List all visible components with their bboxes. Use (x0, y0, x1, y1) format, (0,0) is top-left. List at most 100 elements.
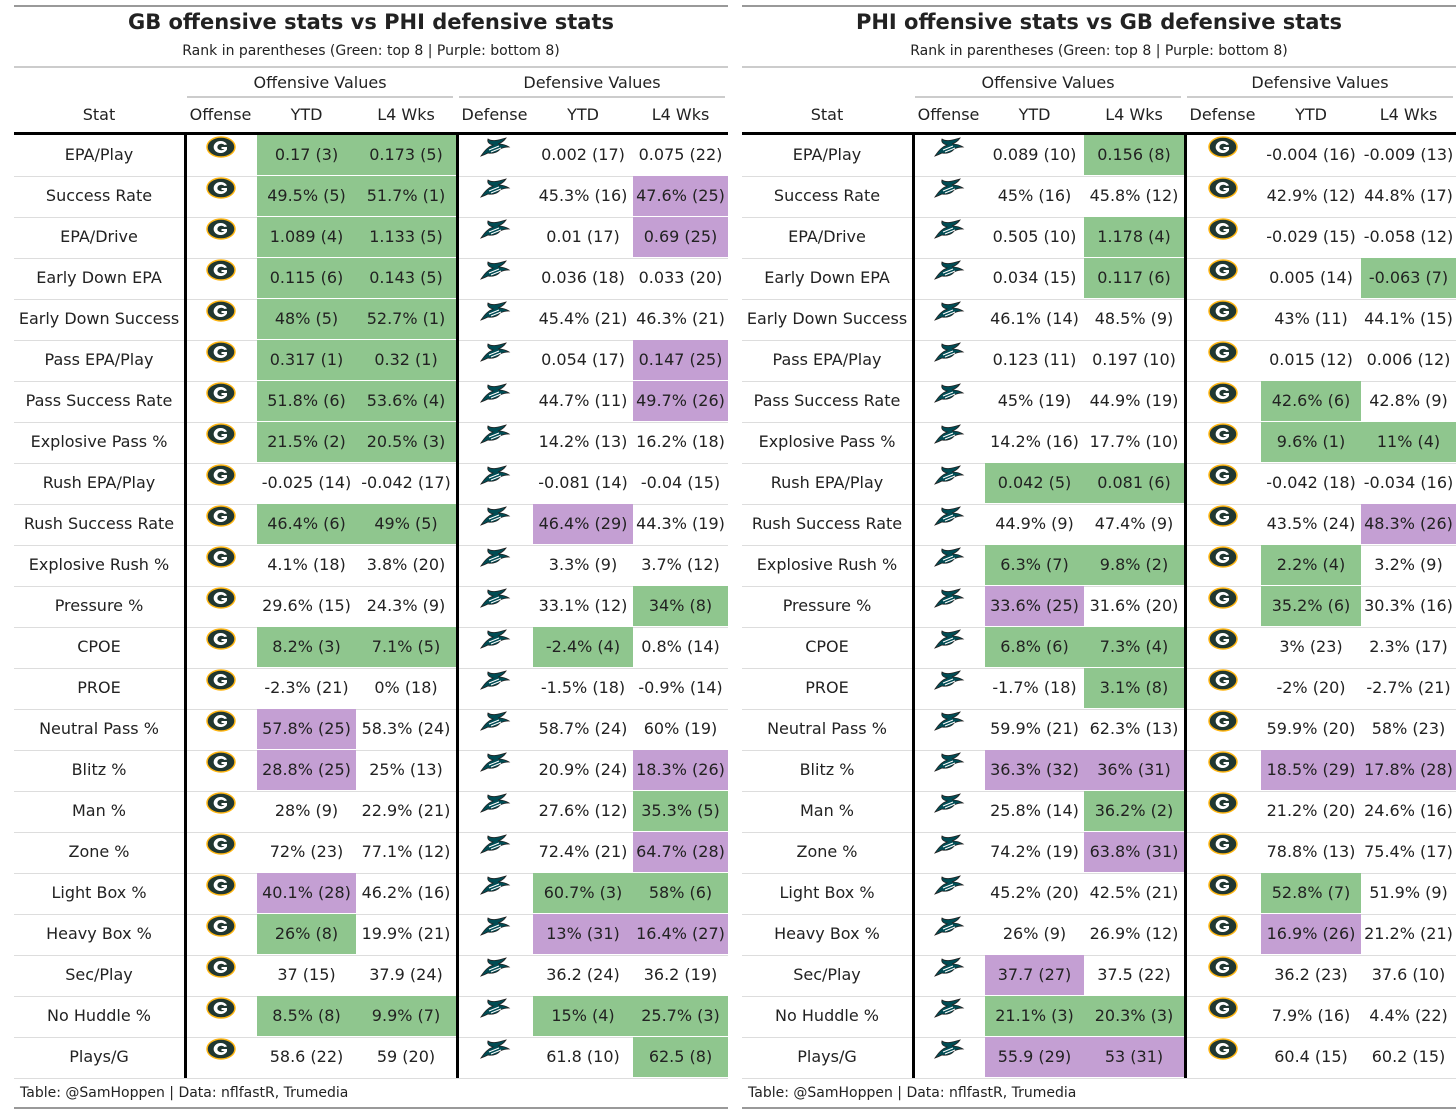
stat-name: Rush EPA/Play (770, 473, 884, 492)
defense-team-cell (1184, 463, 1261, 503)
defense-l4wks-value: 75.4% (17) (1364, 842, 1453, 861)
column-header[interactable]: YTD (1295, 105, 1327, 124)
stat-name: Pass Success Rate (25, 391, 173, 410)
offense-l4wks-value: 46.2% (16) (361, 883, 451, 902)
defense-ytd-value: 13% (31) (533, 914, 633, 954)
defense-team-cell (456, 668, 533, 708)
divider (742, 1107, 1456, 1109)
offense-team-cell (184, 217, 257, 257)
column-header[interactable]: Defense (1189, 105, 1256, 124)
offense-l4wks-value: 0% (18) (374, 678, 438, 697)
column-header[interactable]: L4 Wks (1379, 105, 1438, 124)
defense-ytd-value: 60.4 (15) (1274, 1047, 1348, 1066)
table-row: PROE -2.3% (21) 0% (18) -1.5% (18) -0.9% (14… (14, 668, 728, 710)
column-header[interactable]: Offense (917, 105, 980, 124)
defense-l4wks-value: 0.147 (25) (633, 340, 728, 380)
offense-team-cell (184, 381, 257, 421)
offense-ytd-value: 37 (15) (277, 965, 336, 984)
eagles-logo-icon (933, 584, 965, 624)
column-header[interactable]: Stat (810, 105, 844, 124)
divider (742, 5, 1456, 7)
defense-team-cell (1184, 545, 1261, 585)
column-header[interactable]: L4 Wks (377, 105, 435, 124)
offense-team-cell (912, 791, 985, 831)
table-row: Heavy Box % 26% (9) 26.9% (12) 16.9% (26) 21… (742, 914, 1456, 956)
defense-team-cell (456, 217, 533, 257)
defense-l4wks-value: -0.9% (14) (638, 678, 723, 697)
offense-l4wks-value: 25% (13) (369, 760, 443, 779)
eagles-logo-icon (933, 338, 965, 378)
offense-team-cell (912, 873, 985, 913)
packers-logo-icon (205, 830, 236, 870)
stat-name: PROE (805, 678, 849, 697)
offense-l4wks-value: 17.7% (10) (1089, 432, 1179, 451)
offense-team-cell (184, 340, 257, 380)
defense-ytd-value: 42.6% (6) (1261, 381, 1361, 421)
defense-ytd-value: -0.004 (16) (1266, 145, 1356, 164)
offense-l4wks-value: 45.8% (12) (1089, 186, 1179, 205)
eagles-logo-icon (933, 420, 965, 460)
offense-ytd-value: 0.115 (6) (257, 258, 356, 298)
defense-l4wks-value: 44.8% (17) (1364, 186, 1453, 205)
defense-l4wks-value: 34% (8) (633, 586, 728, 626)
stat-name: Success Rate (773, 186, 881, 205)
offense-team-cell (912, 668, 985, 708)
offense-team-cell (184, 504, 257, 544)
offense-ytd-value: 6.3% (7) (985, 545, 1084, 585)
offense-team-cell (184, 545, 257, 585)
defense-team-cell (1184, 1037, 1261, 1077)
offense-l4wks-value: 58.3% (24) (361, 719, 451, 738)
defense-team-cell (456, 463, 533, 503)
offense-ytd-value: 55.9 (29) (985, 1037, 1084, 1077)
column-header[interactable]: Stat (82, 105, 116, 124)
defense-team-cell (456, 299, 533, 339)
eagles-logo-icon (479, 666, 511, 706)
table-row: Early Down EPA 0.034 (15) 0.117 (6) 0.005 (… (742, 258, 1456, 300)
column-header[interactable]: YTD (290, 105, 323, 124)
offense-ytd-value: 25.8% (14) (990, 801, 1079, 820)
defense-ytd-value: 61.8 (10) (546, 1047, 620, 1066)
table-row: Zone % 72% (23) 77.1% (12) 72.4% (21) 64.7% … (14, 832, 728, 874)
offense-team-cell (912, 258, 985, 298)
header-rule (14, 132, 728, 135)
offense-team-cell (184, 709, 257, 749)
table-row: EPA/Drive 1.089 (4) 1.133 (5) 0.01 (17) 0.69… (14, 217, 728, 259)
defense-l4wks-value: 30.3% (16) (1364, 596, 1453, 615)
eagles-logo-icon (479, 912, 511, 952)
offense-l4wks-value: 0.197 (10) (1092, 350, 1176, 369)
table-row: CPOE 8.2% (3) 7.1% (5) -2.4% (4) 0.8% (14) (14, 627, 728, 669)
table-row: Heavy Box % 26% (8) 19.9% (21) 13% (31) 16.4… (14, 914, 728, 956)
defense-team-cell (1184, 709, 1261, 749)
packers-logo-icon (1207, 420, 1238, 460)
column-header[interactable]: L4 Wks (1105, 105, 1163, 124)
packers-logo-icon (1207, 379, 1238, 419)
stat-name: Sec/Play (65, 965, 133, 984)
defense-ytd-value: 0.036 (18) (541, 268, 625, 287)
defense-team-cell (1184, 381, 1261, 421)
offense-team-cell (912, 340, 985, 380)
column-header[interactable]: Defense (461, 105, 528, 124)
offense-l4wks-value: 9.8% (2) (1084, 545, 1184, 585)
defense-l4wks-value: 64.7% (28) (633, 832, 728, 872)
defense-team-cell (456, 996, 533, 1036)
column-header[interactable]: L4 Wks (651, 105, 710, 124)
packers-logo-icon (205, 994, 236, 1034)
eagles-logo-icon (933, 502, 965, 542)
offense-l4wks-value: 77.1% (12) (361, 842, 451, 861)
stat-name: Blitz % (799, 760, 855, 779)
eagles-logo-icon (933, 871, 965, 911)
offense-team-cell (184, 996, 257, 1036)
column-header[interactable]: YTD (567, 105, 599, 124)
table-row: Plays/G 58.6 (22) 59 (20) 61.8 (10) 62.5 (8) (14, 1037, 728, 1079)
offense-team-cell (184, 463, 257, 503)
stat-name: Early Down EPA (36, 268, 162, 287)
offense-l4wks-value: 36% (31) (1084, 750, 1184, 790)
defense-team-cell (456, 176, 533, 216)
packers-logo-icon (205, 420, 236, 460)
defense-ytd-value: 59.9% (20) (1266, 719, 1356, 738)
column-header[interactable]: YTD (1018, 105, 1051, 124)
stat-name: Light Box % (779, 883, 875, 902)
column-header[interactable]: Offense (189, 105, 252, 124)
defense-l4wks-value: 0.8% (14) (641, 637, 720, 656)
defense-team-cell (456, 627, 533, 667)
